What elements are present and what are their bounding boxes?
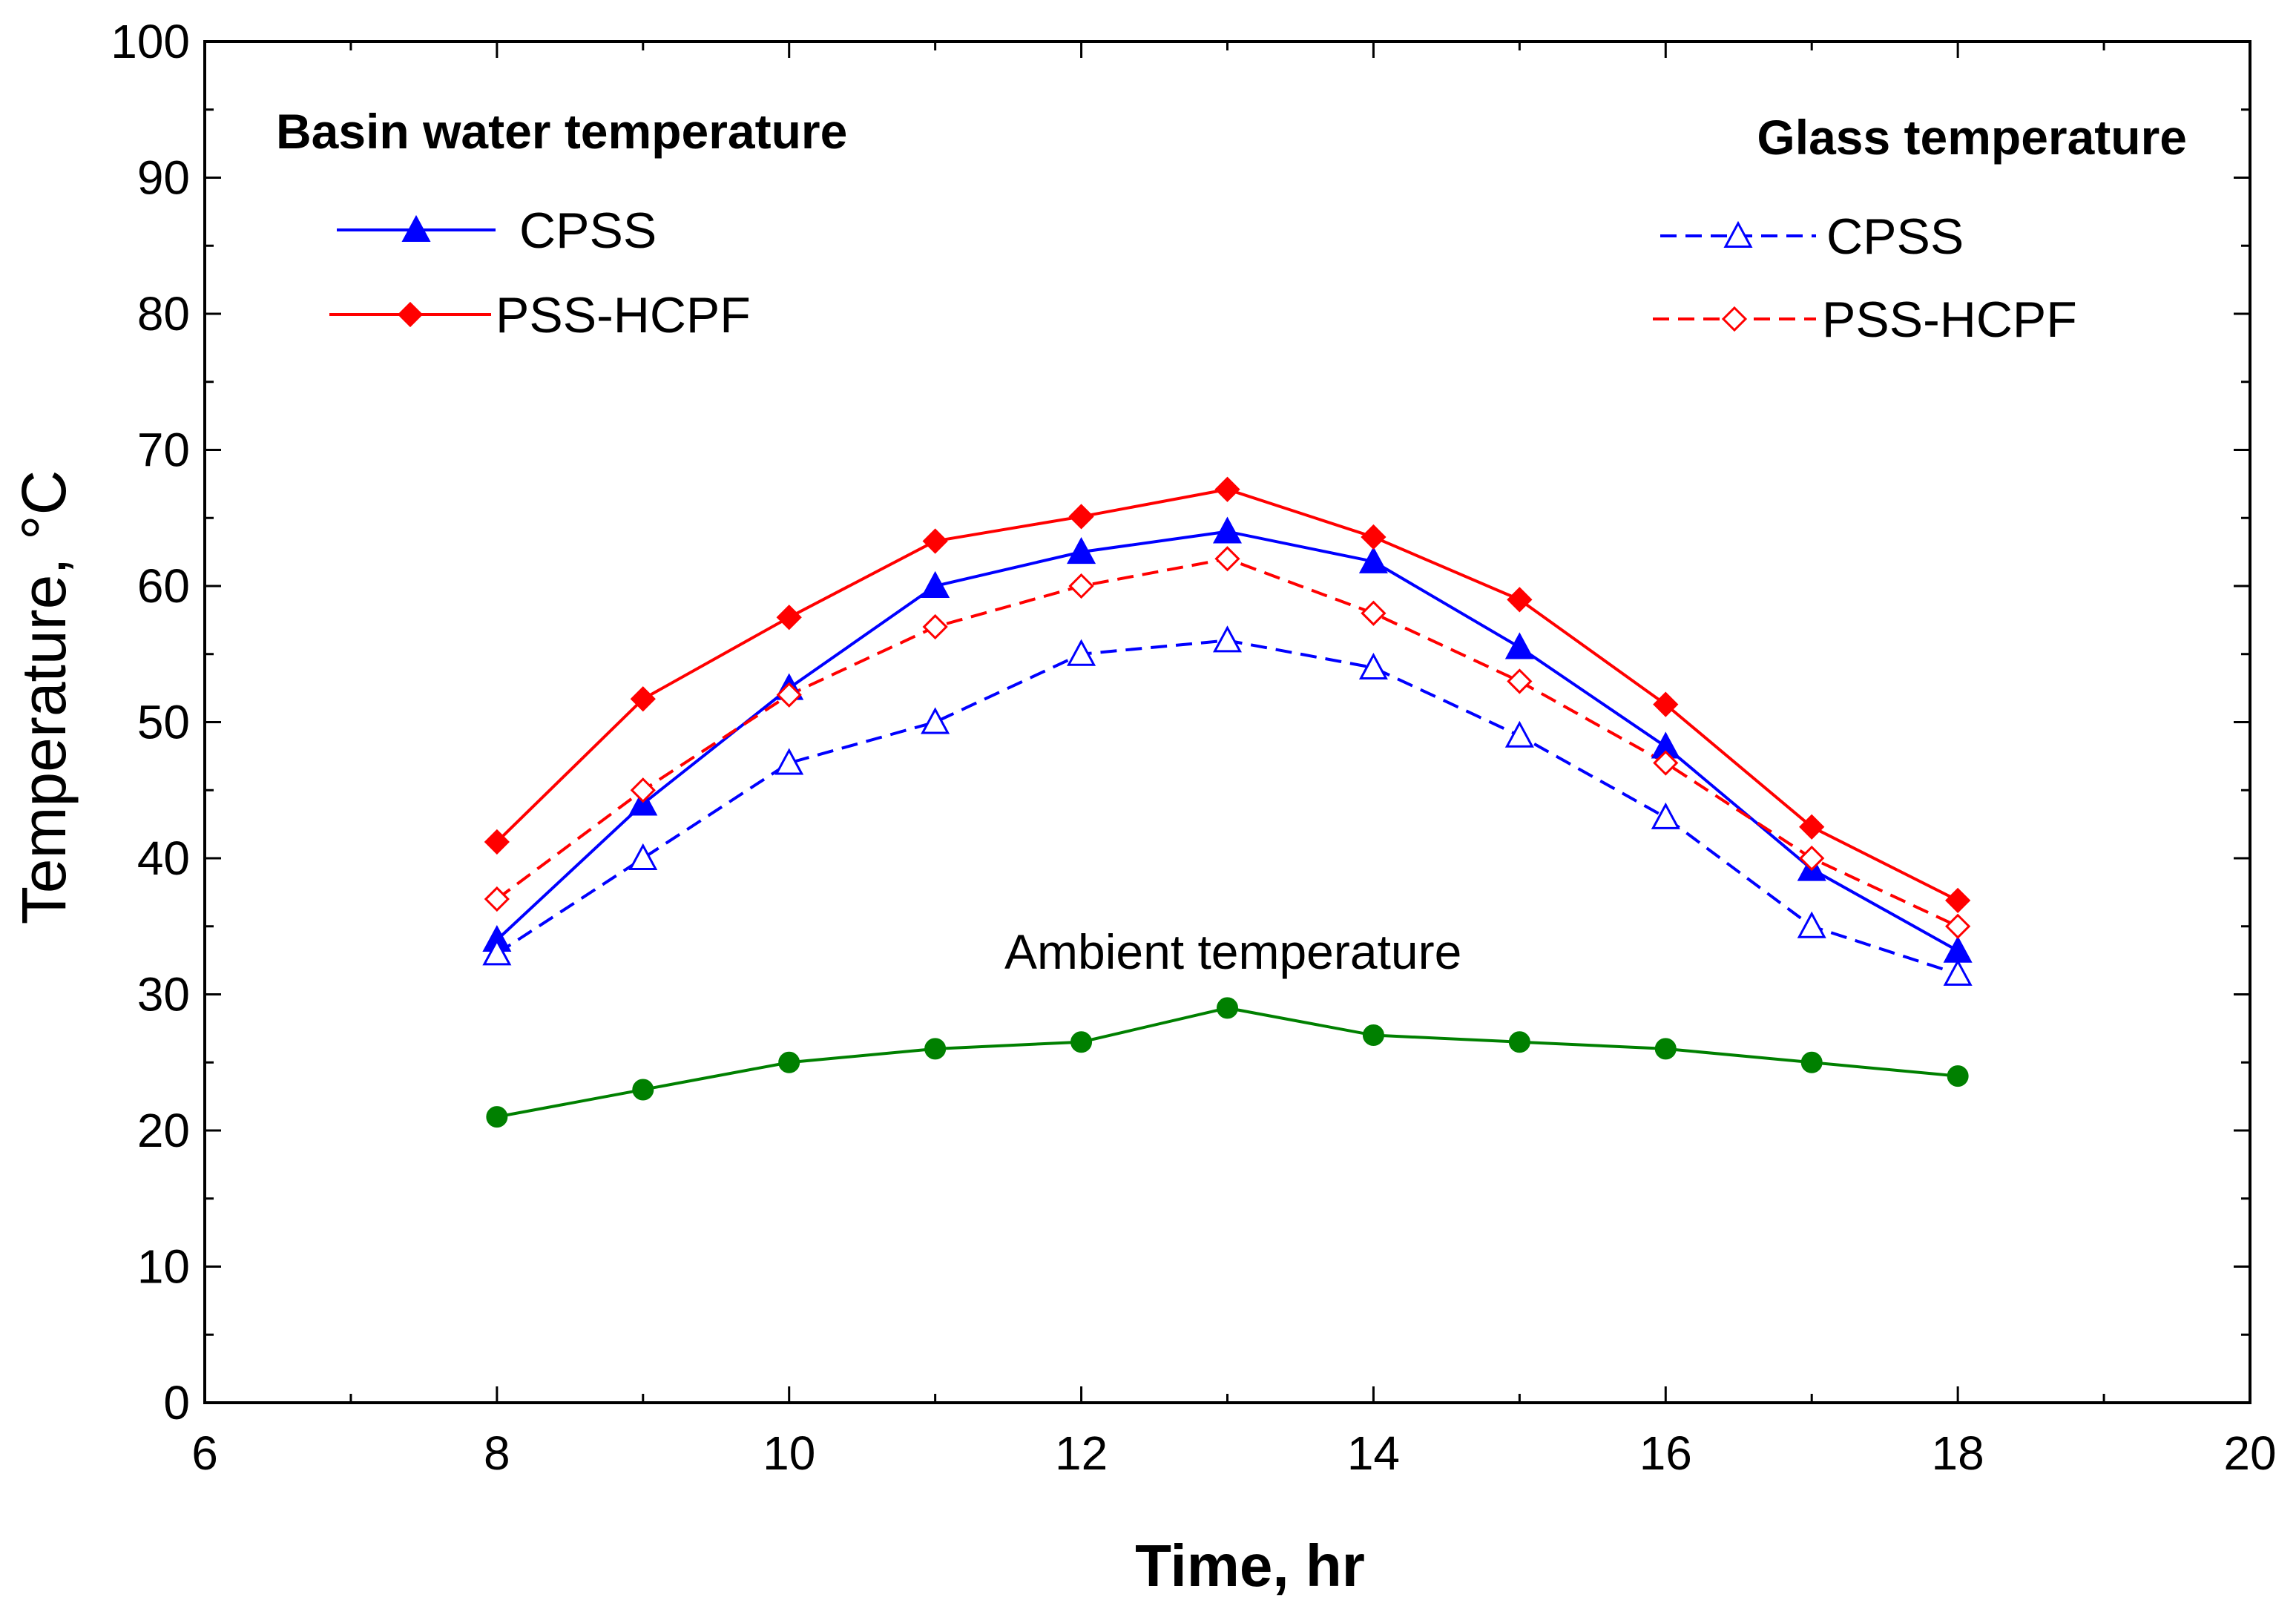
tick-labels: 6 8 10 12 14 16 18 20 0 10 20 30 40 50 60 70 80 90 100 [111,15,2276,1480]
y-tick-label: 30 [137,968,190,1021]
legend-marker [1721,306,1748,332]
y-tick-label: 50 [137,696,190,749]
data-point [486,1106,508,1128]
data-point [1653,691,1679,717]
y-tick-label: 40 [137,832,190,885]
y-tick-label: 10 [137,1240,190,1294]
data-point [1068,504,1094,530]
data-point [1214,476,1240,502]
data-point [921,707,950,734]
data-point [1651,802,1680,829]
data-point [922,528,948,554]
x-tick-label: 12 [1055,1426,1108,1480]
data-point [1507,668,1533,694]
x-axis-label: Time, hr [1135,1533,1365,1599]
data-point [1214,546,1240,572]
legend-marker [397,301,424,328]
data-point [628,843,658,870]
legend-marker [401,214,431,242]
data-point [1362,1024,1384,1047]
x-tick-label: 20 [2223,1426,2276,1480]
legend-heading-basin: Basin water temperature [276,104,847,159]
data-point [776,605,802,631]
data-point [774,748,804,775]
data-point [1067,639,1096,666]
x-tick-label: 8 [484,1426,510,1480]
data-point [1799,814,1825,840]
data-point [1943,935,1973,963]
legend-label: PSS-HCPF [1822,292,2077,348]
data-point [1217,997,1238,1019]
data-point [924,1038,947,1060]
legend-marker [1723,220,1753,248]
legend-heading-glass: Glass temperature [1757,110,2187,165]
data-point [484,829,510,855]
series-markers [482,476,1973,1128]
data-point [1654,1038,1677,1060]
data-point [778,1051,800,1073]
x-tick-label: 14 [1347,1426,1400,1480]
data-point [482,938,512,966]
data-point [1507,587,1533,613]
series-lines [496,487,1959,1119]
data-point [922,613,948,640]
legend-label: CPSS [519,203,657,259]
data-point [1504,632,1534,659]
data-point [632,1079,654,1101]
data-point [630,686,656,712]
data-point [921,570,950,598]
data-point [1361,524,1387,550]
data-point [1943,958,1973,986]
x-tick-label: 16 [1639,1426,1692,1480]
data-point [776,682,802,708]
y-tick-label: 0 [163,1376,190,1429]
data-point [1799,845,1825,872]
data-point [1212,625,1243,653]
data-point [1358,546,1388,573]
y-tick-label: 20 [137,1104,190,1157]
y-tick-label: 70 [137,424,190,477]
data-point [1068,573,1094,599]
y-tick-label: 100 [111,15,190,68]
data-point [1212,516,1243,544]
data-point [1797,911,1826,938]
legend: Basin water temperature Glass temperature… [276,104,2187,348]
x-tick-label: 18 [1932,1426,1984,1480]
series-line-4 [496,1006,1958,1119]
data-point [1361,600,1387,626]
x-tick-label: 6 [191,1426,218,1480]
legend-label: CPSS [1826,208,1964,265]
y-axis-label: Temperature, °C [9,470,79,925]
legend-label: PSS-HCPF [496,287,751,343]
data-point [1067,536,1096,564]
data-point [1945,887,1971,914]
y-tick-label: 90 [137,151,190,205]
data-point [1945,913,1971,939]
y-tick-label: 60 [137,559,190,613]
data-point [1508,1031,1530,1053]
data-point [630,777,656,803]
data-point [1947,1065,1969,1087]
data-point [1800,1051,1823,1073]
data-point [1504,720,1534,748]
data-point [484,886,510,912]
data-point [1070,1031,1093,1053]
series-line-0 [496,530,1959,952]
plot-area-frame [203,40,2251,1404]
data-point [1358,652,1388,680]
x-tick-label: 10 [763,1426,815,1480]
data-point [1653,750,1679,776]
ambient-temperature-annotation: Ambient temperature [1004,924,1461,979]
y-tick-label: 80 [137,287,190,340]
